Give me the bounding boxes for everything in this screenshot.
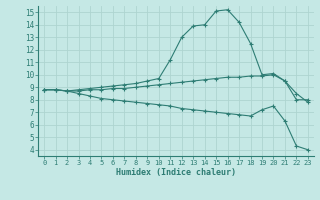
X-axis label: Humidex (Indice chaleur): Humidex (Indice chaleur) — [116, 168, 236, 177]
